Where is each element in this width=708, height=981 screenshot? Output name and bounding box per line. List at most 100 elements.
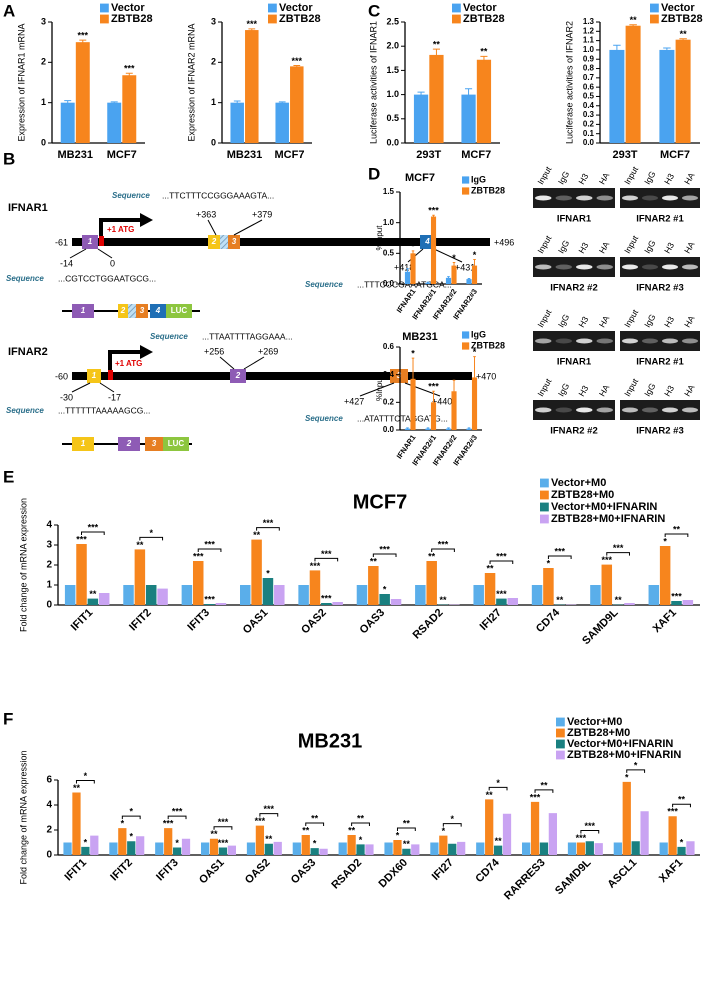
error-bar (406, 427, 409, 430)
bar (255, 825, 265, 855)
bracket (664, 533, 689, 537)
y-axis-label: Luciferase activities of IFNAR2 (564, 21, 574, 144)
bar (204, 604, 215, 605)
bracket-label: * (496, 778, 500, 788)
legend-swatch (556, 717, 565, 727)
reporter (166, 304, 192, 318)
gel-band (555, 195, 572, 201)
bracket-label: ** (311, 813, 319, 823)
lane-label: H3 (576, 383, 590, 398)
bar (457, 841, 466, 855)
lane-label: H3 (576, 240, 590, 255)
x-tick-label: SAMD9L (553, 856, 594, 897)
significance: ** (73, 783, 81, 793)
significance: *** (671, 591, 682, 601)
significance: ** (370, 556, 378, 566)
gel-caption: IFNAR1 (557, 357, 592, 368)
bracket-label: * (129, 807, 133, 817)
bar (445, 277, 452, 284)
bar (136, 836, 145, 855)
arrow-head (140, 345, 153, 359)
significance: * (129, 832, 133, 842)
bar (365, 844, 374, 855)
bar (122, 75, 137, 143)
y-tick-label: 1 (46, 580, 52, 591)
sequence-label: Sequence (305, 280, 343, 289)
significance: ** (253, 530, 261, 540)
significance: * (411, 241, 415, 251)
lane-label: H3 (662, 171, 676, 186)
pointer (97, 248, 113, 259)
bar (384, 842, 393, 855)
y-tick-label: 0 (46, 600, 52, 611)
exon (82, 235, 98, 249)
bracket-label: ** (403, 818, 411, 828)
exon-label: 3 (397, 371, 402, 380)
gel-band (682, 195, 698, 201)
x-tick-label: IFI27 (478, 607, 504, 633)
y-tick-label: 0.5 (386, 113, 399, 123)
significance: * (396, 830, 400, 840)
significance: * (266, 568, 270, 578)
y-tick-label: 1 (41, 97, 46, 107)
bar (445, 428, 452, 430)
bar (461, 94, 476, 143)
significance: *** (78, 31, 89, 41)
y-tick-label: 3 (211, 16, 216, 26)
exon (228, 235, 240, 249)
bar (404, 428, 411, 430)
y-tick-label: 1.1 (583, 36, 595, 45)
legend-label: Vector (111, 2, 145, 14)
bar (624, 603, 635, 605)
gel-band (576, 407, 593, 413)
legend-label: ZBTB28+M0+IFNARIN (567, 749, 681, 761)
gel-image (533, 331, 615, 351)
gel-image (533, 257, 615, 277)
error-bar (64, 100, 72, 105)
arrow-head (140, 213, 153, 227)
gel-band (682, 264, 698, 270)
error-bar (473, 356, 476, 399)
x-tick-label: MB231 (227, 149, 262, 161)
y-tick-label: 0 (211, 137, 216, 147)
error-bar (417, 91, 425, 98)
bar (246, 842, 256, 855)
significance: ** (403, 839, 411, 849)
x-tick-label: MB231 (58, 149, 93, 161)
y-tick-label: 0.8 (583, 64, 595, 73)
x-tick-label: IFIT1 (69, 607, 96, 634)
significance: ** (487, 563, 495, 573)
significance: * (84, 837, 88, 847)
bar (473, 585, 484, 605)
x-tick-label: CD74 (534, 606, 563, 635)
bar (429, 54, 444, 143)
bar (485, 799, 494, 855)
gel-band (576, 264, 593, 270)
y-axis-label: Expression of IFNAR1 mRNA (16, 23, 26, 141)
x-tick-label: SAMD9L (580, 606, 621, 647)
bar (321, 603, 332, 605)
sequence: ...ATATTTCTAGGATG... (357, 413, 448, 423)
error-bar (679, 38, 687, 41)
x-tick-label: IFIT3 (154, 857, 181, 884)
y-tick-label: 0.7 (583, 73, 595, 82)
bar (181, 585, 193, 605)
legend-swatch (268, 3, 277, 13)
y-axis-label: Fold change of mRNA expression (18, 498, 28, 632)
bar (181, 838, 191, 855)
error-bar (233, 100, 241, 105)
lane-label: IgG (556, 381, 572, 398)
exon-label: 1 (81, 439, 86, 448)
exon-label: 3 (140, 306, 145, 315)
bracket-label: *** (204, 539, 215, 549)
legend-label: ZBTB28+M0 (567, 727, 630, 739)
bar (522, 842, 531, 855)
bracket (139, 536, 164, 541)
error-bar (432, 390, 435, 414)
bar (64, 585, 76, 605)
sequence-label: Sequence (6, 274, 44, 283)
position: +418 (394, 262, 414, 272)
bracket (672, 803, 691, 808)
bar (677, 846, 686, 855)
exon (150, 304, 166, 318)
